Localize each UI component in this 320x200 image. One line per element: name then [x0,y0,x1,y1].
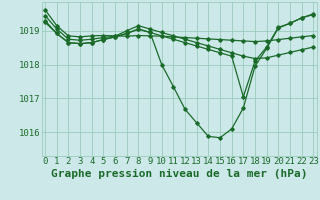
X-axis label: Graphe pression niveau de la mer (hPa): Graphe pression niveau de la mer (hPa) [51,169,308,179]
